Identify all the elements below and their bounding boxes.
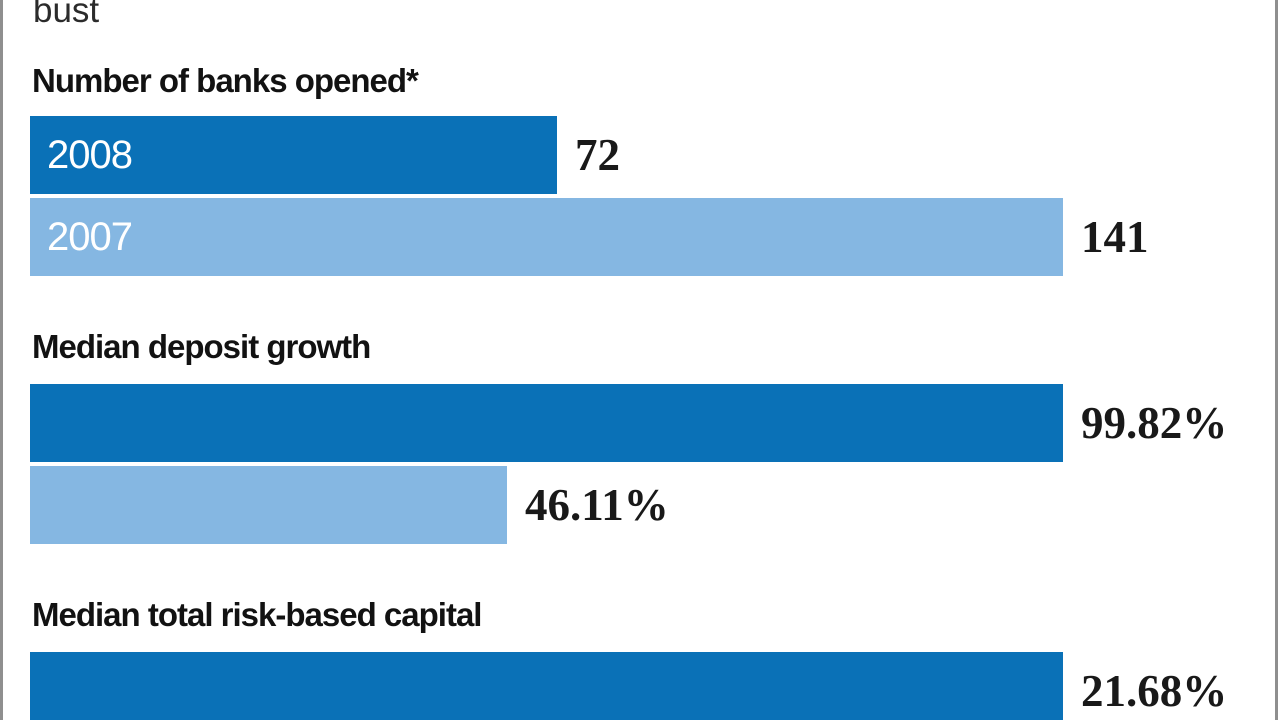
- bar-2008: [30, 384, 1063, 462]
- bar-year-label: 2007: [47, 214, 133, 259]
- bar-2007: [30, 466, 507, 544]
- grouped-bar-chart: Number of banks opened* 2008 72 2007 141 Medi…: [30, 64, 1280, 720]
- bar-value-label: 21.68%: [1081, 666, 1228, 716]
- bar-row: 2008 72: [30, 116, 1280, 194]
- section-heading: Median deposit growth: [32, 328, 371, 365]
- bar-2008: [30, 652, 1063, 720]
- bar-2007: 2007: [30, 198, 1063, 276]
- bar-value-label: 141: [1081, 212, 1149, 262]
- bar-2008: 2008: [30, 116, 557, 194]
- bar-row: 99.82%: [30, 384, 1280, 462]
- bar-row: 46.11%: [30, 466, 1280, 544]
- truncated-title-text: bust: [33, 0, 100, 30]
- left-border-line: [0, 0, 3, 720]
- bar-row: 2007 141: [30, 198, 1280, 276]
- right-border-line: [1275, 0, 1278, 720]
- bar-year-label: 2008: [47, 132, 133, 177]
- bar-value-label: 72: [575, 130, 620, 180]
- bar-value-label: 46.11%: [525, 480, 669, 530]
- section-heading: Median total risk-based capital: [32, 596, 482, 633]
- bar-row: 21.68%: [30, 652, 1280, 720]
- chart-section: Median deposit growth 99.82% 46.11%: [30, 330, 1280, 544]
- chart-section: Median total risk-based capital 21.68%: [30, 598, 1280, 720]
- chart-section: Number of banks opened* 2008 72 2007 141: [30, 64, 1280, 276]
- bar-value-label: 99.82%: [1081, 398, 1228, 448]
- section-heading: Number of banks opened*: [32, 62, 419, 99]
